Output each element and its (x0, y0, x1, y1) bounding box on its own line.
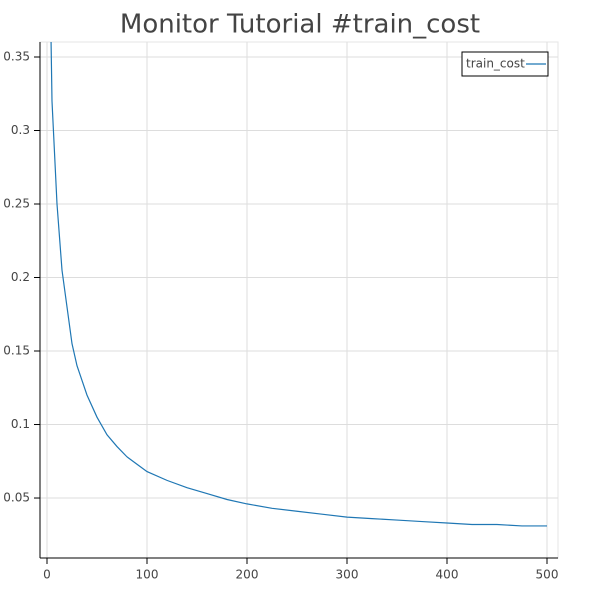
y-tick-label: 0.15 (3, 344, 30, 358)
y-tick-label: 0.1 (11, 417, 30, 431)
x-tick-label: 400 (436, 568, 459, 582)
chart-title: Monitor Tutorial #train_cost (120, 10, 480, 40)
grid (40, 42, 558, 558)
legend-label: train_cost (466, 57, 525, 71)
plot-area (39, 41, 559, 559)
x-tick-label: 0 (43, 568, 51, 582)
y-tick-label: 0.25 (3, 197, 30, 211)
y-tick-label: 0.05 (3, 491, 30, 505)
legend: train_cost (461, 51, 549, 77)
x-tick-label: 100 (136, 568, 159, 582)
x-tick-label: 200 (236, 568, 259, 582)
ticks: 0.05 0.1 0.15 0.2 0.25 0.3 0.35 0 100 200 300 400 50… (3, 49, 558, 581)
y-tick-label: 0.2 (11, 270, 30, 284)
lines (50, 42, 547, 527)
x-tick-label: 300 (336, 568, 359, 582)
line (50, 42, 547, 527)
x-tick-label: 500 (536, 568, 559, 582)
y-tick-label: 0.35 (3, 49, 30, 63)
y-tick-label: 0.3 (11, 123, 30, 137)
